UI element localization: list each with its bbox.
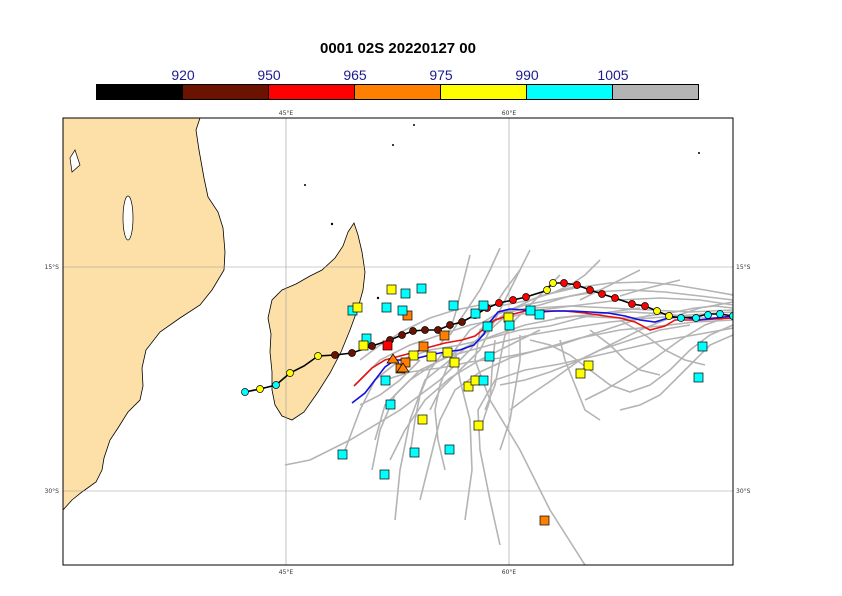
y-tick-label-right: 30°S	[736, 488, 751, 495]
x-tick-label-top: 60°E	[502, 110, 517, 117]
lake-icon	[69, 149, 81, 173]
x-tick-label-top: 45°E	[279, 110, 294, 117]
colorbar-label: 975	[429, 67, 453, 83]
island-icon	[376, 296, 380, 300]
x-tick-label-bottom: 45°E	[279, 569, 294, 576]
colorbar-label: 990	[515, 67, 539, 83]
chart-title: 0001 02S 20220127 00	[320, 40, 476, 57]
red-track	[353, 310, 733, 387]
lake-icon	[122, 195, 134, 241]
y-tick-label-left: 15°S	[45, 264, 60, 271]
island-icon	[698, 152, 700, 154]
island-icon	[413, 124, 415, 126]
island-icon	[392, 144, 394, 146]
ensemble-end-markers	[337, 283, 708, 526]
colorbar-label: 1005	[597, 67, 629, 83]
island-icon	[304, 184, 306, 186]
x-tick-label-bottom: 60°E	[502, 569, 517, 576]
ensemble-tracks	[284, 247, 733, 565]
colorbar-label: 920	[171, 67, 195, 83]
y-tick-label-left: 30°S	[45, 488, 60, 495]
triangle-marker	[396, 362, 410, 373]
colorbar-label: 965	[343, 67, 367, 83]
map-frame	[62, 117, 734, 566]
triangle-marker	[386, 353, 400, 364]
island-icon	[330, 222, 334, 226]
africa-landmass	[63, 118, 226, 511]
colorbar-segment	[612, 84, 699, 100]
y-tick-label-right: 15°S	[736, 264, 751, 271]
colorbar-label: 950	[257, 67, 281, 83]
